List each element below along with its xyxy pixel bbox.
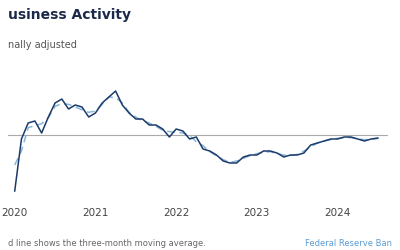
Text: Federal Reserve Ban: Federal Reserve Ban (305, 238, 392, 248)
Text: usiness Activity: usiness Activity (8, 8, 131, 22)
Text: d line shows the three-month moving average.: d line shows the three-month moving aver… (8, 238, 206, 248)
Text: nally adjusted: nally adjusted (8, 40, 77, 50)
